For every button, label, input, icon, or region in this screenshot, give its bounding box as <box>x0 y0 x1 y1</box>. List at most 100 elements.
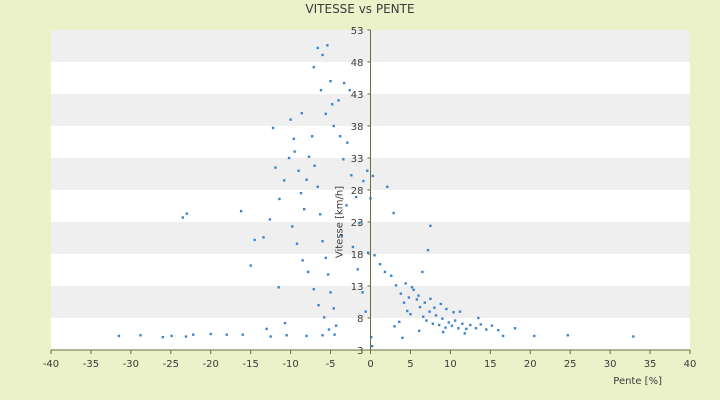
data-point <box>358 222 361 225</box>
data-point <box>378 263 382 266</box>
y-tick-label: 38 <box>351 122 364 133</box>
y-axis-label: Vitesse [km/h] <box>335 186 346 258</box>
data-point <box>383 270 387 274</box>
data-point <box>533 334 536 338</box>
x-tick-label: -40 <box>43 359 59 370</box>
data-point <box>490 324 494 327</box>
data-point <box>139 334 142 337</box>
data-point <box>437 323 441 327</box>
x-tick-label: -35 <box>83 359 99 370</box>
data-point <box>327 328 331 331</box>
data-point <box>338 135 342 138</box>
y-tick-label: 43 <box>351 90 364 101</box>
data-point <box>225 333 228 336</box>
data-point <box>329 80 332 83</box>
data-point <box>415 298 419 301</box>
data-point <box>407 296 411 299</box>
data-point <box>295 242 299 245</box>
data-point <box>398 320 401 324</box>
data-point <box>191 333 195 336</box>
data-point <box>412 288 415 292</box>
x-tick-label: 30 <box>604 359 617 370</box>
data-point <box>337 99 340 102</box>
data-point <box>417 294 420 297</box>
data-point <box>324 112 327 116</box>
data-point <box>373 254 376 257</box>
data-point <box>418 305 422 309</box>
data-point <box>348 88 351 92</box>
x-tick-label: 15 <box>484 359 497 370</box>
data-point <box>283 321 287 325</box>
data-point <box>513 327 517 330</box>
data-point <box>351 245 355 249</box>
x-tick-label: -20 <box>203 359 219 370</box>
data-point <box>241 333 244 336</box>
data-point <box>402 301 406 304</box>
data-point <box>366 169 369 172</box>
data-point <box>306 270 310 274</box>
data-point <box>461 322 464 325</box>
data-point <box>364 310 367 313</box>
y-tick-label: 48 <box>351 58 364 69</box>
data-point <box>277 286 280 289</box>
data-point <box>366 251 370 254</box>
data-point <box>632 335 635 338</box>
y-tick-label: 23 <box>351 218 364 229</box>
data-point <box>445 307 448 311</box>
x-axis-label: Pente [%] <box>613 376 662 387</box>
data-point <box>305 178 308 181</box>
data-point <box>354 195 358 199</box>
data-point <box>418 329 421 332</box>
data-point <box>181 216 184 219</box>
data-point <box>283 179 286 182</box>
data-point <box>291 225 294 228</box>
x-tick-label: -15 <box>243 359 259 370</box>
data-point <box>465 327 468 331</box>
data-point <box>444 326 447 329</box>
data-point <box>497 328 500 332</box>
data-point <box>361 291 364 294</box>
data-point <box>321 240 324 243</box>
data-point <box>452 311 455 314</box>
data-point <box>312 65 315 69</box>
data-point <box>324 256 327 260</box>
data-point <box>390 274 393 277</box>
x-tick-label: 5 <box>407 359 413 370</box>
data-point <box>362 179 365 183</box>
data-point <box>425 319 428 322</box>
x-tick-label: 10 <box>444 359 457 370</box>
data-point <box>292 137 296 140</box>
x-tick-label: 40 <box>684 359 697 370</box>
data-point <box>439 302 442 306</box>
data-point <box>392 211 395 215</box>
data-point <box>285 334 288 337</box>
data-point <box>318 213 322 216</box>
data-point <box>441 317 444 320</box>
data-point <box>334 324 338 327</box>
data-point <box>441 330 445 334</box>
data-point <box>278 197 281 201</box>
x-tick-label: 35 <box>644 359 657 370</box>
data-point <box>313 164 316 167</box>
data-point <box>301 259 304 262</box>
data-point <box>262 236 265 239</box>
data-point <box>319 88 323 92</box>
data-point <box>371 174 375 178</box>
data-point <box>170 334 173 338</box>
data-point <box>429 297 432 300</box>
data-point <box>409 312 412 316</box>
data-point <box>300 112 304 115</box>
x-tick-label: 25 <box>564 359 577 370</box>
data-point <box>342 81 346 85</box>
y-tick-label: 28 <box>351 186 364 197</box>
data-point <box>450 324 454 327</box>
data-point <box>185 212 188 215</box>
data-point <box>469 323 472 327</box>
data-point <box>463 332 466 335</box>
y-tick-label: 3 <box>357 346 363 357</box>
x-tick-label: -30 <box>123 359 139 370</box>
data-point <box>479 323 482 326</box>
data-point <box>447 321 450 324</box>
data-point <box>271 126 275 130</box>
x-tick-label: -25 <box>163 359 179 370</box>
